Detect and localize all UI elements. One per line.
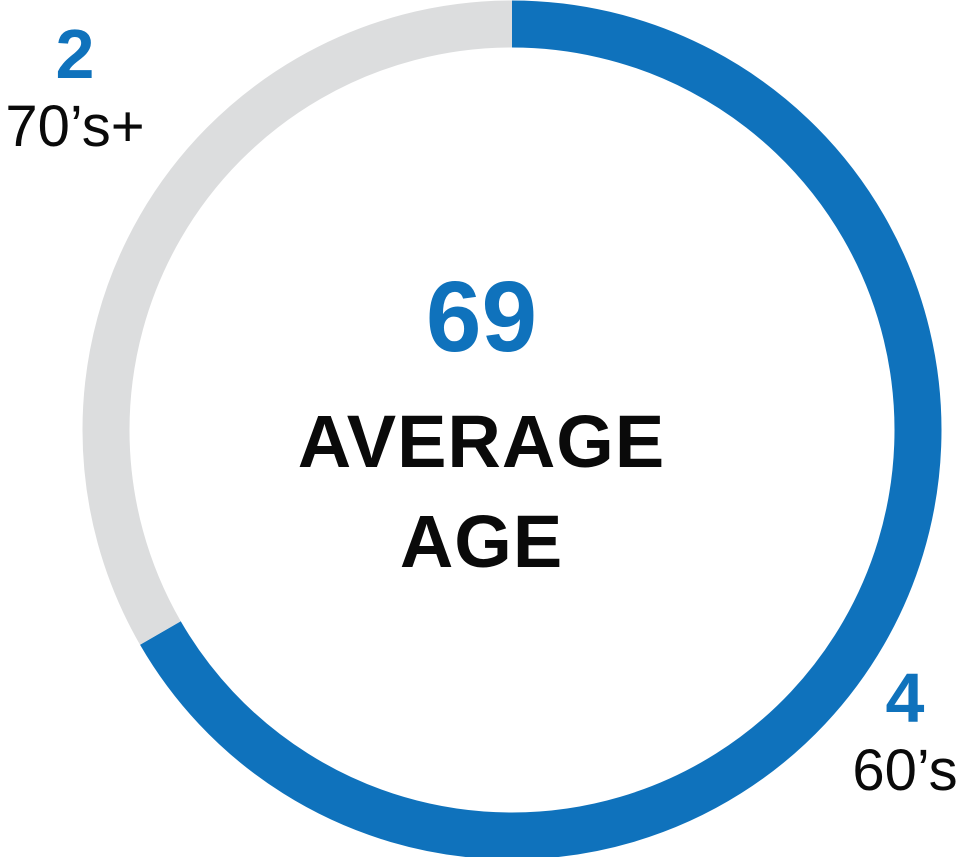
donut-segment-1 xyxy=(82,0,513,645)
segment-count-60s: 4 xyxy=(885,659,925,737)
segment-name-60s: 60’s xyxy=(852,738,958,803)
callout-60s: 4 60’s xyxy=(847,660,963,806)
donut-segment-0 xyxy=(140,0,942,857)
average-age-caption-line1: AVERAGE xyxy=(297,400,666,483)
segment-count-70s-plus: 2 xyxy=(55,15,95,93)
segment-name-70s-plus: 70’s+ xyxy=(5,94,145,159)
average-age-caption-line2: AGE xyxy=(399,500,564,583)
callout-70s-plus: 2 70’s+ xyxy=(0,16,150,162)
average-age-value: 69 xyxy=(425,261,538,373)
donut-center-label: 69 AVERAGE AGE xyxy=(0,262,963,592)
